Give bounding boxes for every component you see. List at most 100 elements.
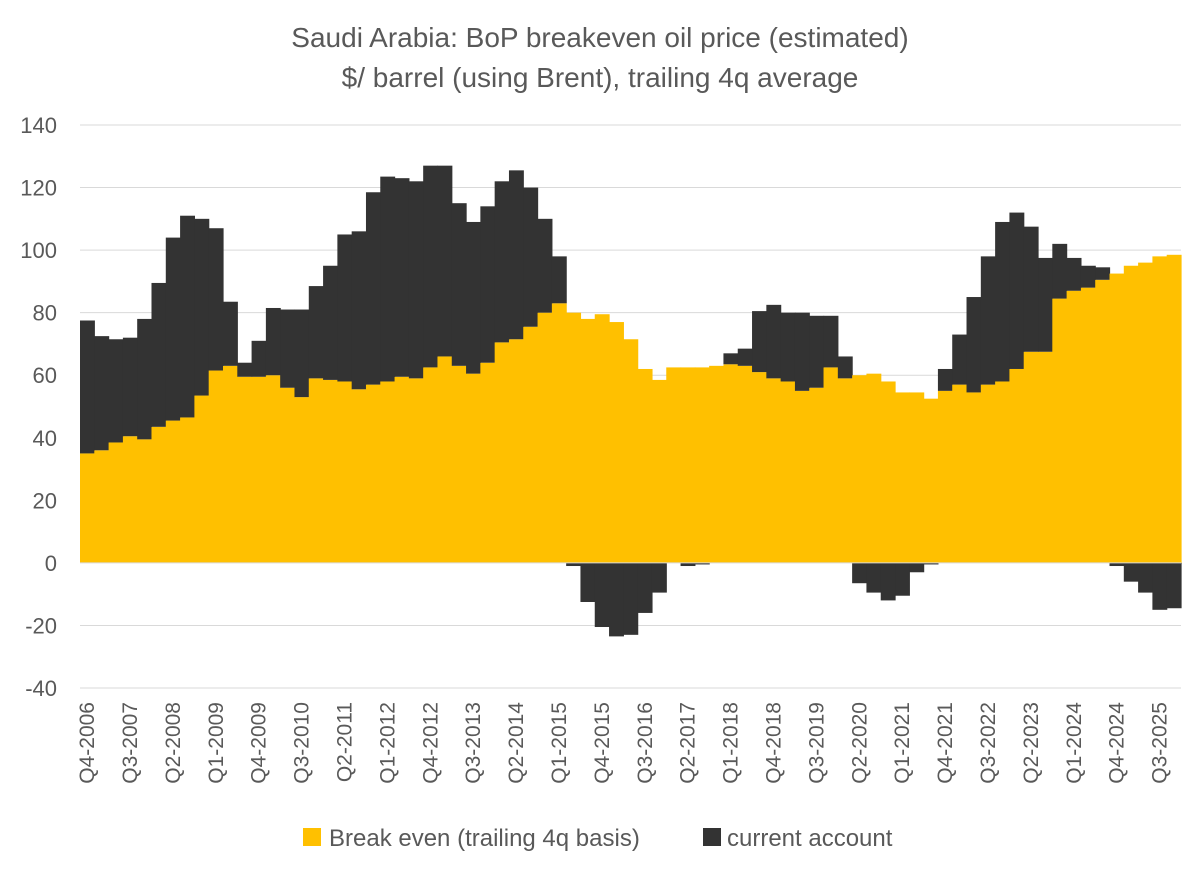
bar-break-even — [1095, 279, 1111, 563]
bar-current-account — [222, 301, 238, 366]
legend-label-break-even: Break even (trailing 4q basis) — [329, 825, 640, 852]
bar-current-account — [680, 562, 696, 567]
bar-current-account — [609, 562, 624, 637]
bar-current-account — [80, 320, 95, 454]
bar-current-account — [651, 562, 667, 593]
bar-break-even — [1138, 262, 1153, 563]
bar-current-account — [151, 282, 167, 427]
bar-break-even — [94, 450, 110, 563]
x-tick-label: Q2-2014 — [505, 702, 528, 784]
bar-break-even — [122, 436, 138, 563]
x-tick-label: Q1-2021 — [891, 702, 914, 784]
bar-current-account — [1138, 562, 1153, 593]
bar-break-even — [794, 390, 810, 563]
bar-break-even — [980, 384, 996, 563]
bar-current-account — [122, 337, 138, 437]
bar-current-account — [165, 237, 181, 421]
x-tick-label: Q3-2022 — [977, 702, 1000, 784]
bar-break-even — [823, 367, 839, 563]
bar-break-even — [108, 442, 124, 563]
bar-break-even — [466, 373, 481, 563]
bar-break-even — [351, 389, 367, 563]
bar-break-even — [780, 381, 796, 563]
bar-break-even — [752, 372, 767, 563]
bar-current-account — [995, 221, 1011, 382]
bar-current-account — [251, 340, 267, 377]
bar-break-even — [208, 370, 224, 563]
bar-break-even — [437, 356, 453, 563]
bar-break-even — [594, 314, 610, 563]
bar-break-even — [508, 339, 524, 563]
bar-break-even — [923, 398, 939, 563]
x-tick-label: Q3-2013 — [462, 702, 485, 784]
bar-break-even — [837, 378, 853, 563]
bar-break-even — [323, 379, 338, 563]
bar-break-even — [1023, 351, 1039, 563]
bar-current-account — [637, 562, 653, 613]
bar-current-account — [752, 311, 767, 373]
bar-break-even — [866, 373, 882, 563]
bar-break-even — [580, 318, 596, 563]
bar-current-account — [523, 187, 539, 327]
x-tick-label: Q3-2010 — [291, 702, 314, 784]
bar-current-account — [1066, 257, 1082, 291]
bar-break-even — [237, 376, 253, 563]
legend-label-current-account: current account — [727, 825, 893, 852]
bar-break-even — [451, 365, 467, 563]
bar-break-even — [1066, 290, 1082, 563]
bar-current-account — [794, 312, 810, 391]
bar-break-even — [995, 381, 1011, 563]
bar-current-account — [494, 181, 510, 343]
x-tick-label: Q3-2007 — [119, 702, 142, 784]
plot-area — [80, 165, 1182, 637]
bar-current-account — [423, 165, 439, 368]
y-tick-label: -20 — [25, 613, 57, 638]
bar-current-account — [980, 256, 996, 385]
bar-current-account — [323, 265, 338, 380]
bar-break-even — [766, 378, 782, 563]
bar-current-account — [1123, 562, 1139, 582]
bar-break-even — [151, 426, 167, 563]
bar-break-even — [337, 381, 353, 563]
bar-break-even — [537, 312, 553, 563]
bar-break-even — [1038, 351, 1053, 563]
bar-break-even — [1123, 265, 1139, 563]
bar-current-account — [880, 562, 896, 601]
bar-break-even — [566, 312, 582, 563]
bar-break-even — [551, 303, 567, 563]
x-tick-label: Q4-2024 — [1106, 702, 1129, 784]
bar-break-even — [180, 417, 195, 563]
bar-break-even — [265, 375, 281, 563]
bar-current-account — [308, 286, 324, 379]
bar-break-even — [194, 395, 210, 563]
y-axis: 140 120 100 80 60 40 20 0 -20 -40 — [20, 113, 57, 701]
bar-break-even — [308, 378, 324, 563]
bar-break-even — [651, 379, 667, 563]
x-tick-label: Q4-2009 — [248, 702, 271, 784]
legend-swatch-current-account — [703, 828, 721, 846]
y-tick-label: 80 — [33, 301, 57, 326]
bar-break-even — [365, 384, 381, 563]
bar-current-account — [594, 562, 610, 628]
bar-break-even — [895, 392, 910, 563]
bar-current-account — [694, 562, 710, 565]
x-axis: Q4-2006 Q3-2007 Q2-2008 Q1-2009 Q4-2009 Q3-20… — [76, 702, 1171, 784]
y-tick-label: 40 — [33, 426, 57, 451]
bar-current-account — [194, 218, 210, 396]
bar-current-account — [1023, 226, 1039, 352]
bar-current-account — [852, 562, 868, 584]
bar-break-even — [294, 397, 310, 563]
x-tick-label: Q2-2023 — [1020, 702, 1043, 784]
bar-current-account — [1038, 257, 1053, 352]
bar-current-account — [394, 178, 410, 377]
bar-break-even — [137, 439, 153, 563]
bar-current-account — [280, 309, 296, 388]
bar-break-even — [394, 376, 410, 563]
bar-break-even — [966, 392, 982, 563]
x-tick-label: Q4-2015 — [591, 702, 614, 784]
bar-break-even — [523, 326, 539, 563]
bar-current-account — [294, 309, 310, 398]
bar-break-even — [408, 378, 424, 563]
y-tick-label: 20 — [33, 488, 57, 513]
bar-current-account — [108, 339, 124, 443]
